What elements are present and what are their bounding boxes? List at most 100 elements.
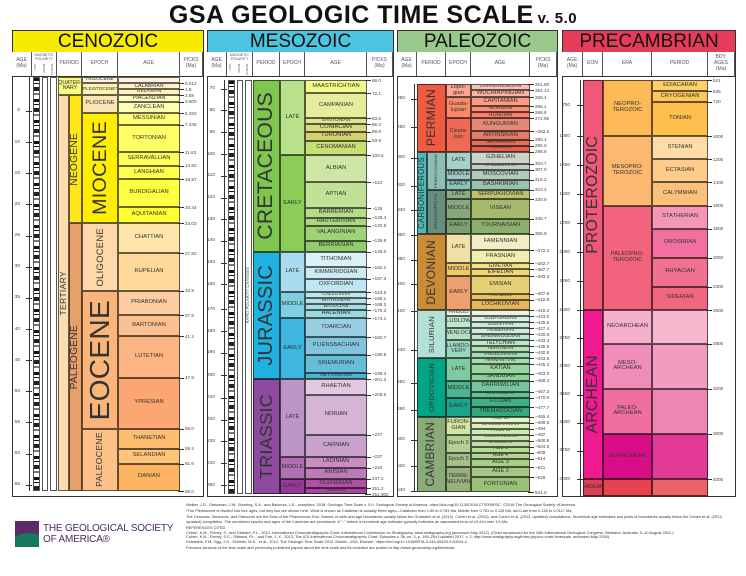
mesozoic-period-jurassic: JURASSIC	[253, 251, 280, 380]
paleozoic-age-floian: FLOIAN	[471, 397, 530, 408]
unit-label: PERMIAN	[424, 89, 439, 147]
mesozoic-pick-tick	[365, 488, 371, 489]
paleozoic-pick-label: ~509	[535, 450, 546, 456]
paleozoic-epoch-early: EARLY	[446, 179, 471, 190]
mesozoic-age-turonian: TURONIAN	[305, 131, 367, 141]
previous-versions-note: Previous versions of the time scale and …	[186, 545, 455, 551]
precambrian-axis-tick	[577, 194, 583, 195]
unit-label: MESOPRO- TEROZOIC	[611, 164, 644, 176]
cenozoic-pick-label: 61.6	[185, 461, 194, 467]
unit-label: FAMENNIAN	[483, 237, 518, 244]
cenozoic-age-burdigalian: BURDIGALIAN	[118, 179, 180, 208]
precambrian-pick-tick	[706, 479, 712, 480]
paleozoic-axis-label: 360	[396, 232, 405, 238]
unit-label: YPRESIAN	[134, 399, 164, 406]
precambrian-pick-label: 1000	[713, 133, 724, 139]
precambrian-axis-label: 2500	[559, 307, 570, 313]
paleozoic-pick-label: ~445.2	[535, 361, 550, 367]
precambrian-period-calymmian: CALYMMIAN	[652, 182, 708, 206]
mesozoic-pick-label: ~132.9	[372, 223, 387, 229]
unit-label: PRAGIAN	[489, 293, 512, 299]
unit-label: CAMBRIAN	[424, 422, 438, 487]
paleozoic-age-eifelian: EIFELIAN	[471, 269, 530, 277]
cenozoic-polarity-subheader: CHRON.	[50, 63, 54, 75]
unit-label: DARRIWILIAN	[481, 382, 520, 389]
cenozoic-age-zanclean: ZANCLEAN	[118, 101, 180, 113]
precambrian-pick-tick	[706, 228, 712, 230]
cenozoic-epoch-pleistocene: PLEISTOCENE*	[82, 83, 118, 96]
unit-label: EDIACARAN	[663, 81, 697, 88]
paleozoic-axis-tick	[411, 210, 417, 212]
paleozoic-pick-tick	[528, 434, 534, 436]
cenozoic-pick-label: 13.82	[185, 163, 197, 169]
cenozoic-age-bartonian: BARTONIAN	[118, 315, 180, 337]
paleozoic-age-tremadocian: TREMADOCIAN	[471, 407, 530, 417]
cenozoic-column-header: EPOCH	[82, 52, 118, 77]
mesozoic-axis-label: 220	[206, 417, 215, 423]
paleozoic-pick-label: ~477.7	[535, 404, 550, 410]
precambrian-pick-tick	[706, 136, 712, 137]
paleozoic-pick-tick	[528, 97, 534, 99]
unit-label: SHEINWOODIAN	[480, 334, 521, 339]
unit-label: PRIABONIAN	[131, 299, 167, 306]
cenozoic-axis-label: 5	[17, 108, 20, 114]
unit-label: WUCHIAPINGIAN	[476, 90, 525, 96]
precambrian-axis-tick	[577, 310, 583, 311]
mesozoic-axis-tick	[221, 352, 227, 354]
unit-label: RHAETIAN	[321, 383, 351, 389]
unit-label: BATHONIAN	[321, 298, 351, 303]
paleozoic-pick-label: ~458.4	[535, 378, 550, 384]
mesozoic-age-rhaetian: RHAETIAN	[305, 379, 367, 395]
mesozoic-pick-tick	[365, 118, 371, 120]
cenozoic-age-selandian: SELANDIAN	[118, 448, 180, 464]
unit-label: TREMADOCIAN	[479, 407, 522, 414]
paleozoic-pick-tick	[528, 316, 534, 317]
mesozoic-pick-label: ~113	[372, 179, 383, 185]
precambrian-axis-tick	[577, 338, 583, 339]
precambrian-pick-label: 3600	[713, 431, 724, 437]
mesozoic-epoch-late: LATE	[280, 80, 305, 156]
paleozoic-pick-label: 268.8	[535, 109, 547, 115]
unit-label: EOARCHEAN	[609, 452, 646, 459]
mesozoic-axis-tick	[221, 219, 227, 221]
precambrian-pick-tick	[706, 388, 712, 390]
mesozoic-column-header: AGE	[305, 52, 367, 77]
unit-label: ORDOVICIAN	[426, 362, 436, 412]
mesozoic-pick-label: ~242	[372, 465, 383, 471]
unit-label: GIVETIAN	[488, 263, 513, 269]
mesozoic-pick-tick	[365, 217, 371, 219]
mesozoic-age-pliensbachian: PLIENSBACHIAN	[305, 337, 367, 355]
mesozoic-age-aptian: APTIAN	[305, 182, 367, 209]
paleozoic-pick-label: ~470.0	[535, 395, 550, 401]
paleozoic-axis-tick	[411, 439, 417, 441]
paleozoic-pick-label: 290.1	[535, 137, 547, 143]
unit-label: BASHKIRIAN	[482, 180, 519, 187]
mesozoic-axis-tick	[221, 284, 227, 286]
mesozoic-age-valanginian: VALANGINIAN	[305, 225, 367, 241]
paleozoic-epoch-llando-very: LLANDO- VERY	[446, 340, 471, 359]
paleozoic-pick-tick	[528, 199, 534, 200]
mesozoic-pick-label: ~201.3	[372, 376, 387, 382]
mesozoic-axis-tick	[221, 419, 227, 421]
paleozoic-pick-label: 251.90	[535, 81, 550, 87]
unit-label: LATE	[451, 244, 466, 251]
paleozoic-epoch-lopin-gian: Lopin- gian	[446, 84, 471, 98]
mesozoic-axis-label: 130	[206, 216, 215, 222]
paleozoic-epoch-middle: MIDDLE	[446, 199, 471, 219]
mesozoic-panel: MESOZOIC	[207, 30, 394, 497]
unit-label: ECTASIAN	[665, 166, 695, 173]
unit-label: BARTONIAN	[132, 321, 166, 328]
paleozoic-pick-tick	[528, 346, 534, 348]
mesozoic-age-albian: ALBIAN	[305, 155, 367, 183]
precambrian-period-blank	[652, 343, 708, 389]
unit-label: LOCHKOVIAN	[481, 300, 520, 307]
paleozoic-pick-label: ~283.5	[535, 128, 550, 134]
mesozoic-axis-label: 110	[207, 173, 215, 179]
cenozoic-pick-tick	[178, 290, 184, 292]
paleozoic-pick-tick	[528, 263, 534, 264]
unit-label: OLENEKIAN	[319, 479, 353, 486]
paleozoic-column-header: AGE (Ma)	[397, 52, 417, 77]
unit-label: SANDBIAN	[486, 373, 515, 380]
mesozoic-axis-label: 150	[206, 260, 215, 266]
paleozoic-epoch-ludlow: LUDLOW	[446, 316, 471, 329]
